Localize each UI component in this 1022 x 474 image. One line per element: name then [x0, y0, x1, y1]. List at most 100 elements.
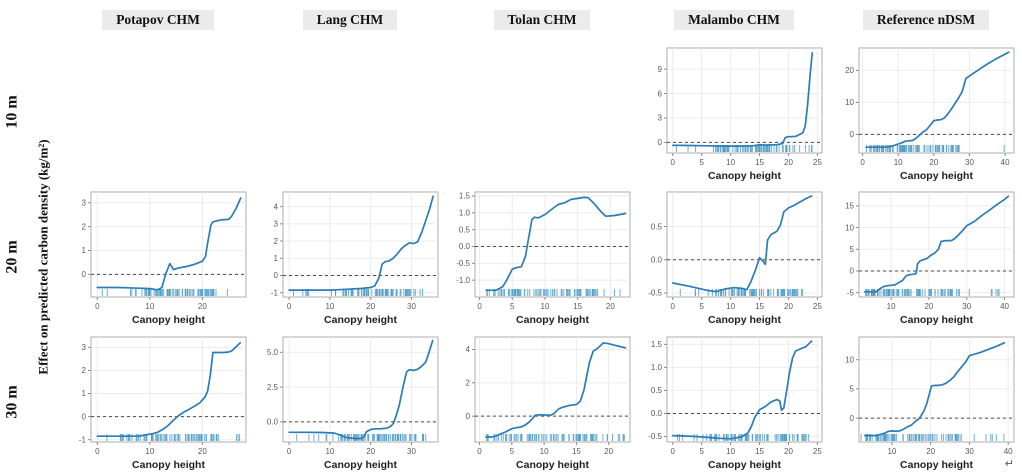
svg-text:25: 25: [813, 302, 822, 311]
x-axis-title: Canopy height: [132, 459, 205, 471]
svg-text:0: 0: [850, 267, 855, 276]
svg-text:10: 10: [894, 158, 903, 167]
column-header-lang: Lang CHM: [254, 0, 446, 40]
chart-svg: 0 10 20 30 0.0 2.5 5.0 Canopy height: [267, 336, 439, 471]
svg-text:15: 15: [845, 202, 854, 211]
svg-text:15: 15: [755, 158, 764, 167]
svg-text:25: 25: [813, 447, 822, 456]
chart-panel-10m-malambo-chm: 0 5 10 15 20 25 0 3 6 9 Canopy height: [638, 40, 830, 185]
svg-text:1: 1: [274, 254, 279, 263]
chart-svg: 0 5 10 15 20 25 -0.5 0.0 0.5 1.0 1.5 Canopy height: [648, 336, 823, 471]
chart-panel-20m-potapov-chm: 0 10 20 0 1 2 3 Canopy height: [62, 185, 254, 330]
svg-text:10: 10: [541, 302, 550, 311]
svg-text:10: 10: [325, 302, 334, 311]
svg-text:10: 10: [726, 158, 735, 167]
svg-text:5.0: 5.0: [267, 348, 279, 357]
svg-text:0: 0: [82, 271, 87, 280]
column-header-malambo: Malambo CHM: [638, 0, 830, 40]
svg-text:25: 25: [813, 158, 822, 167]
svg-text:0: 0: [671, 447, 676, 456]
svg-text:0: 0: [95, 302, 100, 311]
svg-text:-0.5: -0.5: [456, 260, 470, 269]
svg-text:5: 5: [699, 447, 704, 456]
svg-text:5: 5: [510, 302, 515, 311]
column-header-potapov: Potapov CHM: [62, 0, 254, 40]
svg-text:0: 0: [850, 414, 855, 423]
x-axis-title: Canopy height: [708, 459, 781, 471]
svg-text:2: 2: [82, 223, 87, 232]
chart-svg: 10 20 30 40 -5 0 5 10 15 Canopy height: [845, 191, 1015, 326]
svg-text:20: 20: [926, 447, 935, 456]
column-header-label: Reference nDSM: [862, 10, 990, 30]
svg-text:10: 10: [887, 447, 896, 456]
svg-text:20: 20: [784, 447, 793, 456]
x-axis-title: Canopy height: [516, 459, 589, 471]
chart-panel-30m-reference-ndsm: 10 20 30 40 0 5 10 Canopy height: [830, 329, 1022, 474]
svg-text:5: 5: [699, 158, 704, 167]
x-axis-title: Canopy height: [708, 170, 781, 182]
chart-svg: 0 10 20 30 -1 0 1 2 3 4 Canopy height: [271, 191, 439, 326]
svg-text:0: 0: [671, 302, 676, 311]
svg-text:15: 15: [573, 302, 582, 311]
chart-panel-30m-tolan-chm: 0 5 10 15 20 0 2 4 Canopy height: [446, 329, 638, 474]
svg-text:3: 3: [82, 343, 87, 352]
chart-panel-30m-lang-chm: 0 10 20 30 0.0 2.5 5.0 Canopy height: [254, 329, 446, 474]
svg-text:15: 15: [755, 447, 764, 456]
svg-text:2.5: 2.5: [267, 383, 279, 392]
svg-text:5: 5: [510, 447, 515, 456]
svg-text:15: 15: [572, 447, 581, 456]
svg-text:0: 0: [95, 447, 100, 456]
svg-text:-1.0: -1.0: [456, 276, 470, 285]
svg-text:1.5: 1.5: [459, 192, 471, 201]
svg-text:2: 2: [82, 366, 87, 375]
x-axis-title: Canopy height: [324, 314, 397, 326]
chart-panel-20m-malambo-chm: 0 5 10 15 20 25 -0.5 0.0 0.5 Canopy height: [638, 185, 830, 330]
svg-text:0: 0: [287, 447, 292, 456]
chart-svg: 0 5 10 15 20 25 0 3 6 9 Canopy height: [658, 47, 823, 182]
chart-svg: 0 10 20 -1 0 1 2 3 Canopy height: [79, 336, 247, 471]
svg-text:20: 20: [845, 66, 854, 75]
svg-text:2: 2: [274, 237, 279, 246]
svg-text:4: 4: [274, 203, 279, 212]
svg-text:1.0: 1.0: [459, 209, 471, 218]
svg-text:1: 1: [82, 389, 87, 398]
row-label-10m: 10 m: [4, 95, 22, 129]
svg-text:10: 10: [845, 356, 854, 365]
svg-text:20: 20: [929, 158, 938, 167]
svg-text:20: 20: [924, 302, 933, 311]
svg-text:5: 5: [850, 385, 855, 394]
svg-text:1.0: 1.0: [651, 363, 663, 372]
chart-svg: 0 5 10 15 20 0 2 4 Canopy height: [466, 336, 631, 471]
svg-text:0: 0: [850, 130, 855, 139]
svg-text:20: 20: [366, 302, 375, 311]
svg-text:40: 40: [1004, 447, 1013, 456]
svg-text:9: 9: [658, 65, 663, 74]
column-header-label: Potapov CHM: [102, 10, 214, 30]
svg-text:40: 40: [1000, 302, 1009, 311]
svg-text:-0.5: -0.5: [648, 289, 662, 298]
x-axis-title: Canopy height: [900, 314, 973, 326]
svg-text:30: 30: [965, 447, 974, 456]
svg-text:30: 30: [962, 302, 971, 311]
svg-text:3: 3: [274, 220, 279, 229]
chart-svg: 0 5 10 15 20 25 -0.5 0.0 0.5 Canopy height: [648, 191, 823, 326]
svg-text:0: 0: [860, 158, 865, 167]
chart-svg: 10 20 30 40 0 5 10 Canopy height: [845, 336, 1015, 471]
svg-text:20: 20: [784, 302, 793, 311]
x-axis-title: Canopy height: [324, 459, 397, 471]
x-axis-title: Canopy height: [900, 459, 973, 471]
svg-text:0: 0: [274, 272, 279, 281]
column-header-label: Lang CHM: [302, 10, 398, 30]
chart-panel-10m-reference-ndsm: 0 10 20 30 40 0 10 20 Canopy height: [830, 40, 1022, 185]
svg-text:20: 20: [366, 447, 375, 456]
svg-text:10: 10: [540, 447, 549, 456]
svg-text:10: 10: [845, 224, 854, 233]
svg-text:0: 0: [477, 302, 482, 311]
svg-text:20: 20: [198, 447, 207, 456]
chart-svg: 0 10 20 30 40 0 10 20 Canopy height: [845, 47, 1015, 182]
svg-text:30: 30: [965, 158, 974, 167]
svg-text:10: 10: [325, 447, 334, 456]
paragraph-return-mark: ↵: [1004, 457, 1014, 470]
row-label-30m: 30 m: [4, 384, 22, 419]
